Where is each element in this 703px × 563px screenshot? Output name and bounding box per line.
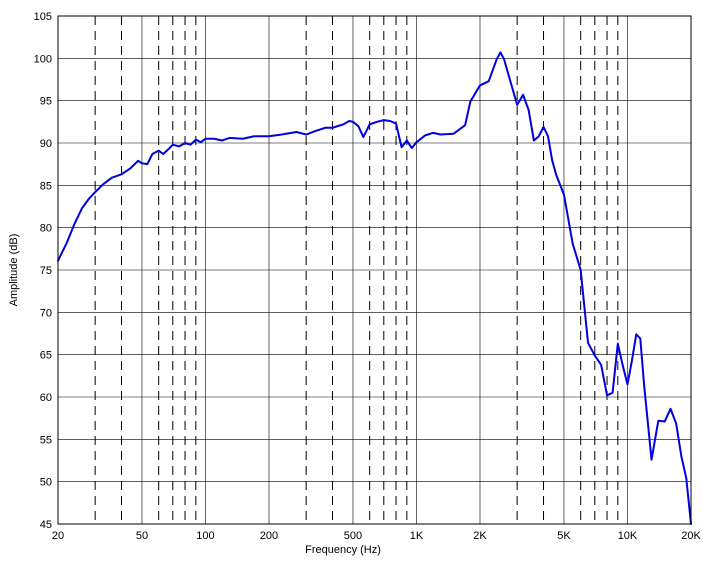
series-line [57, 51, 692, 525]
x-tick-label: 10K [618, 530, 638, 542]
grid-layer [57, 15, 692, 525]
x-tick-label: 20K [681, 530, 701, 542]
x-tick-label: 20 [52, 530, 64, 542]
y-tick-label: 55 [40, 434, 52, 446]
y-tick-label: 60 [40, 392, 52, 404]
tick-layer: 45 50 55 60 65 70 75 80 85 90 95 100 105 20 50 100 200 50… [34, 11, 702, 542]
x-tick-label: 2K [473, 530, 487, 542]
y-axis-title: Amplitude (dB) [8, 234, 20, 307]
y-tick-label: 105 [34, 11, 52, 23]
x-tick-label: 50 [136, 530, 148, 542]
x-tick-label: 5K [557, 530, 571, 542]
series-layer [57, 51, 692, 525]
plot-frame [57, 15, 692, 525]
y-tick-label: 95 [40, 96, 52, 108]
y-tick-label: 50 [40, 477, 52, 489]
y-tick-label: 75 [40, 265, 52, 277]
x-axis-title: Frequency (Hz) [305, 544, 381, 556]
x-tick-label: 100 [196, 530, 214, 542]
y-tick-label: 70 [40, 307, 52, 319]
y-tick-label: 85 [40, 180, 52, 192]
y-tick-label: 45 [40, 519, 52, 531]
x-tick-label: 200 [260, 530, 278, 542]
y-tick-label: 90 [40, 138, 52, 150]
x-tick-label: 500 [344, 530, 362, 542]
y-tick-label: 80 [40, 223, 52, 235]
y-tick-label: 65 [40, 350, 52, 362]
x-tick-label: 1K [410, 530, 424, 542]
y-tick-label: 100 [34, 53, 52, 65]
